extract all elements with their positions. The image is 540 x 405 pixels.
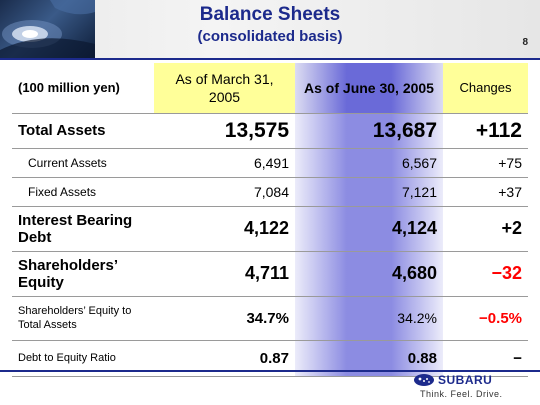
table-row: Shareholders’ Equity 4,711 4,680 −32 — [12, 251, 528, 297]
table-row: Current Assets 6,491 6,567 +75 — [12, 148, 528, 178]
slide-header: Balance Sheets (consolidated basis) 8 — [0, 0, 540, 58]
value-change: +112 — [443, 113, 528, 149]
subaru-logo: SUBARU Think. Feel. Drive. — [414, 374, 524, 402]
table-header-row: (100 million yen) As of March 31, 2005 A… — [12, 63, 528, 114]
row-label: Shareholders’ Equity — [12, 251, 154, 297]
value-june: 13,687 — [295, 113, 443, 149]
table-row: Fixed Assets 7,084 7,121 +37 — [12, 177, 528, 207]
value-change: +2 — [443, 206, 528, 252]
column-header-changes: Changes — [443, 63, 528, 114]
value-change: −32 — [443, 251, 528, 297]
row-label: Total Assets — [12, 113, 154, 149]
page-subtitle: (consolidated basis) — [197, 28, 343, 45]
brand-name: SUBARU — [438, 373, 493, 387]
page-number: 8 — [522, 37, 528, 48]
column-header-june: As of June 30, 2005 — [295, 63, 443, 114]
unit-label: (100 million yen) — [12, 63, 154, 114]
value-march: 4,711 — [154, 251, 295, 297]
balance-sheet-table: (100 million yen) As of March 31, 2005 A… — [12, 63, 528, 377]
footer-divider — [0, 370, 540, 372]
value-change: −0.5% — [443, 296, 528, 341]
row-label: Interest Bearing Debt — [12, 206, 154, 252]
car-headlight-image — [0, 0, 95, 58]
table-row: Total Assets 13,575 13,687 +112 — [12, 113, 528, 149]
row-label: Current Assets — [12, 148, 154, 178]
value-change: +37 — [443, 177, 528, 207]
value-march: 6,491 — [154, 148, 295, 178]
value-march: 34.7% — [154, 296, 295, 341]
row-label: Shareholders’ Equity to Total Assets — [12, 296, 154, 341]
row-label: Fixed Assets — [12, 177, 154, 207]
table-row: Interest Bearing Debt 4,122 4,124 +2 — [12, 206, 528, 252]
value-june: 34.2% — [295, 296, 443, 341]
value-june: 4,124 — [295, 206, 443, 252]
header-divider — [0, 58, 540, 60]
value-march: 4,122 — [154, 206, 295, 252]
value-june: 4,680 — [295, 251, 443, 297]
brand-tagline: Think. Feel. Drive. — [420, 389, 503, 399]
value-change: +75 — [443, 148, 528, 178]
column-header-march: As of March 31, 2005 — [154, 63, 295, 114]
value-march: 7,084 — [154, 177, 295, 207]
table-row: Shareholders’ Equity to Total Assets 34.… — [12, 296, 528, 341]
value-march: 13,575 — [154, 113, 295, 149]
pleiades-star-icon — [414, 374, 434, 386]
value-june: 7,121 — [295, 177, 443, 207]
value-june: 6,567 — [295, 148, 443, 178]
page-title: Balance Sheets — [199, 4, 341, 25]
